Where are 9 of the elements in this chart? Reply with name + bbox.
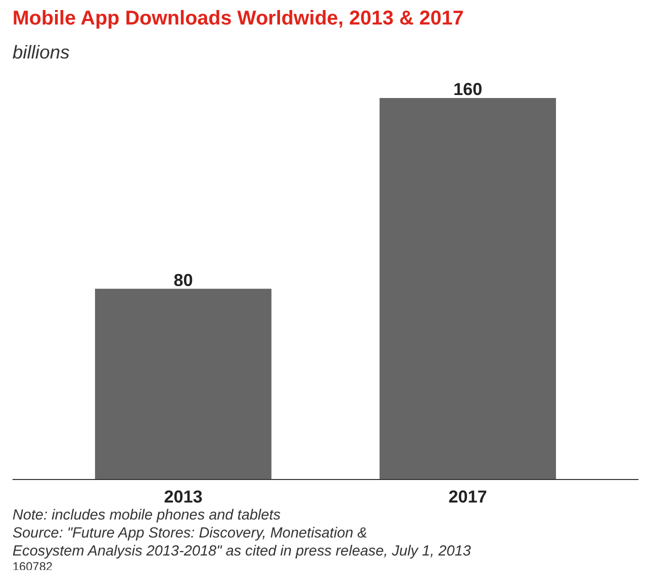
data-label: 160 <box>453 79 482 100</box>
text: Note: includes mobile phones and tablets <box>12 508 282 524</box>
data-label: 80 <box>174 270 193 290</box>
x-tick-label: 2013 <box>164 486 203 506</box>
text: Ecosystem Analysis 2013-2018" as cited in press release, July 1, 2013 <box>12 544 472 560</box>
chart-title: Mobile App Downloads Worldwide, 2013 & 2017 <box>12 8 464 30</box>
x-tick-label: 2017 <box>448 486 488 506</box>
source-note: Source: "Future App Stores: Discovery, Monetisation & <box>12 526 368 542</box>
chart-subtitle: billions <box>12 42 70 62</box>
